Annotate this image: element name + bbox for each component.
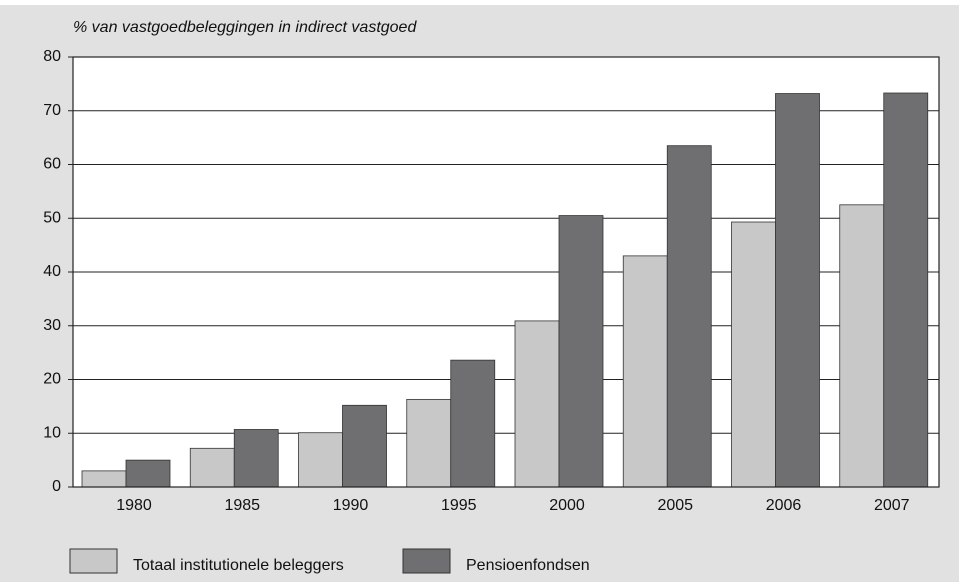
x-tick-label: 2007 <box>874 497 910 514</box>
y-tick-label: 20 <box>43 371 61 388</box>
legend-swatch <box>69 548 118 574</box>
y-tick-label: 10 <box>43 424 61 441</box>
bar <box>839 204 885 488</box>
bar <box>558 215 604 488</box>
x-tick-label: 2006 <box>766 497 802 514</box>
legend-label: Totaal institutionele beleggers <box>133 557 344 574</box>
y-tick-label: 50 <box>43 209 61 226</box>
y-tick-label: 80 <box>43 48 61 65</box>
x-tick-label: 1990 <box>333 497 369 514</box>
x-tick-label: 1985 <box>224 497 260 514</box>
x-tick-label: 1980 <box>116 497 152 514</box>
bar <box>883 92 929 488</box>
bar <box>189 447 235 488</box>
legend-label: Pensioenfondsen <box>466 557 590 574</box>
x-tick-label: 1995 <box>441 497 477 514</box>
bar <box>233 429 279 488</box>
chart-subtitle: % van vastgoedbeleggingen in indirect va… <box>73 19 417 36</box>
bar <box>125 459 171 488</box>
bar <box>406 398 452 488</box>
y-tick-label: 60 <box>43 156 61 173</box>
plot-border <box>72 56 940 488</box>
x-tick-label: 2000 <box>549 497 585 514</box>
y-tick-label: 30 <box>43 317 61 334</box>
bar <box>450 359 496 488</box>
y-tick-label: 70 <box>43 102 61 119</box>
bar <box>666 145 712 488</box>
bar <box>298 432 343 488</box>
bar <box>622 255 668 488</box>
x-tick-label: 2005 <box>657 497 693 514</box>
bar <box>775 93 820 488</box>
bar <box>81 470 127 488</box>
y-tick-label: 40 <box>43 263 61 280</box>
bar <box>731 221 776 488</box>
bar <box>514 320 560 488</box>
legend-swatch <box>402 548 451 574</box>
bar <box>342 404 387 488</box>
y-tick-label: 0 <box>52 478 61 495</box>
